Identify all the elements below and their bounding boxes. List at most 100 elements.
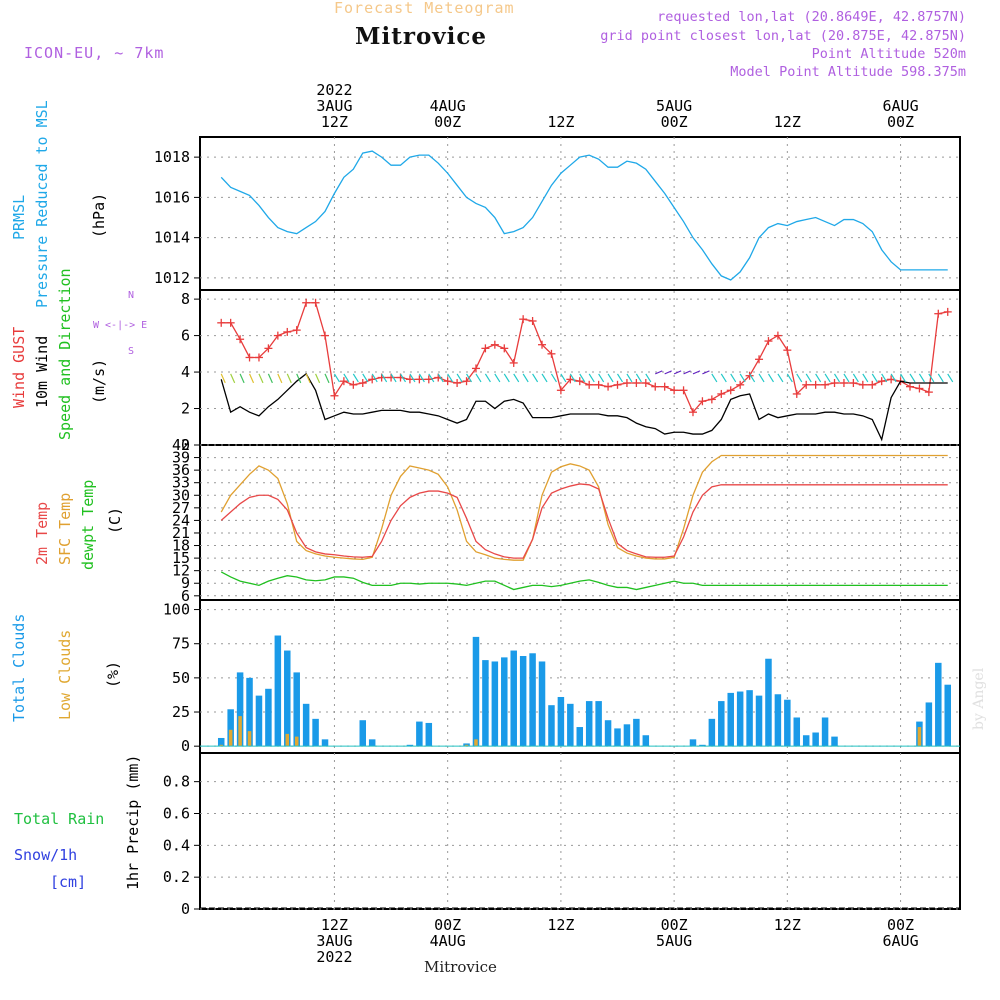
wind-direction-arrow [805,373,812,383]
total-clouds-bar [482,660,489,747]
total-clouds-bar [302,703,310,747]
wind-direction-arrow [371,373,378,383]
model-altitude: Model Point Altitude 598.375m [730,64,966,80]
total-clouds-bar [274,635,282,747]
total-clouds-bar [567,703,574,747]
wind-direction-arrow [503,373,510,383]
total-clouds-bar [595,701,602,747]
meteogram-subtitle: Forecast Meteogram [334,0,515,17]
wind-direction-arrow [362,373,369,383]
wind-direction-arrow [466,373,473,383]
total-clouds-bar [557,696,565,747]
top-time-label: 00Z [887,113,914,131]
top-time-label: 00Z [661,113,688,131]
wind-direction-arrow [607,373,614,383]
total-clouds-bar [491,661,499,747]
total-clouds-bar [519,656,527,747]
wind-direction-arrow [230,373,236,384]
wind-direction-arrow [777,373,784,383]
bottom-time-label: 3AUG [316,932,352,950]
bottom-time-label: 12Z [774,916,801,934]
precip-tick-label: 0.4 [163,836,190,854]
point-altitude: Point Altitude 520m [811,46,966,62]
snow-label: Snow/1h [14,846,78,864]
wind-direction-arrow [937,373,944,383]
low-clouds-bar [219,744,223,747]
temp-tick-label: 6 [181,587,190,605]
total-clouds-bar [416,721,423,747]
wind-direction-arrow [900,373,907,383]
clouds-tick-label: 0 [181,737,190,755]
wind-direction-arrow [843,373,850,383]
wind-direction-arrow [692,370,701,375]
wind-direction-arrow [428,373,435,383]
total-clouds-bar [246,677,253,747]
pressure-tick-label: 1012 [154,269,190,287]
wind-direction-arrow [673,370,682,375]
total-clouds-bar [614,728,621,747]
wind-direction-arrow [409,373,416,383]
bottom-time-label: 12Z [321,916,348,934]
wind-direction-arrow [352,373,359,383]
total-clouds-bar [774,694,782,747]
temp-tick-label: 33 [172,474,190,492]
total-clouds-bar [623,724,631,747]
total-clouds-bar [755,695,763,747]
total-clouds-bar [727,692,734,747]
wind-direction-arrow [286,373,292,384]
low-clouds-bar [464,744,469,747]
total-clouds-bar [708,718,716,747]
clouds-tick-label: 100 [163,601,190,619]
total-clouds-bar [293,672,300,747]
wind-direction-arrow [928,373,935,383]
total-clouds-bar [359,720,367,747]
pressure-tick-label: 1014 [154,229,190,247]
total-clouds-bar [284,650,291,747]
wind-direction-arrow [541,373,548,383]
wind-direction-arrow [324,373,330,384]
wind-direction-arrow [758,373,765,383]
total-clouds-bar [925,702,933,747]
wind-direction-arrow [796,373,803,383]
wind-gust-line [221,302,948,414]
wind-direction-arrow [220,373,226,384]
wind-direction-arrow [399,373,407,383]
credit-watermark: by Angel [971,667,987,730]
wind-direction-arrow [494,373,501,383]
wind-direction-arrow [333,373,340,383]
compass-north: N [128,290,135,301]
total-clouds-bar [265,688,272,747]
wind-direction-arrow [239,373,245,384]
wind-direction-arrow [635,373,642,383]
wind-direction-arrow [390,373,397,383]
wind-direction-arrow [588,373,595,383]
wind-direction-arrow [305,373,311,384]
top-time-label: 12Z [774,113,801,131]
total-clouds-bar [784,699,791,747]
wind-direction-arrow [598,373,605,383]
total-clouds-bar [576,727,584,747]
wind-direction-arrow [532,373,539,383]
temp-dewpt-line [220,571,948,591]
wind-direction-arrow [767,373,774,383]
total-clouds-bar [765,658,772,747]
wind-direction-arrow [683,370,691,375]
total-clouds-bar [255,695,263,747]
compass-south: S [128,346,135,357]
wind-direction-arrow [248,373,255,384]
top-time-label: 6AUG [882,97,918,115]
wind-direction-arrow [918,373,925,383]
bottom-time-label: 6AUG [882,932,918,950]
total-clouds-bar [642,735,650,747]
total-clouds-bar [793,717,801,747]
total-clouds-bar [935,662,942,747]
temp-tick-label: 21 [172,524,190,542]
low-clouds-bar [238,716,242,747]
grid-point-location: grid point closest lon,lat (20.875E, 42.… [600,28,966,44]
temp-2m-line [220,483,948,559]
wind-tick-label: 4 [181,363,190,381]
compass-east-west: W <-|-> E [93,320,148,331]
total-clouds-bar [689,739,697,747]
wind-direction-arrow [560,373,567,383]
